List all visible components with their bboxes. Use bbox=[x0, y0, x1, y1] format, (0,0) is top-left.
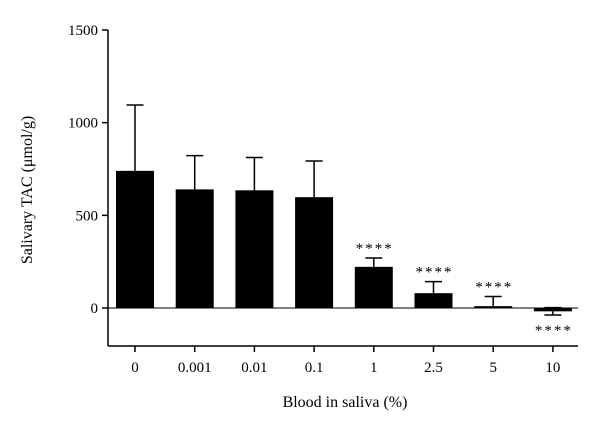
y-tick-label: 1500 bbox=[68, 23, 98, 39]
significance-label: **** bbox=[535, 323, 573, 339]
bar bbox=[116, 170, 154, 308]
x-tick-label: 0.1 bbox=[305, 360, 324, 376]
significance-label: **** bbox=[475, 280, 513, 296]
x-tick-label: 2.5 bbox=[424, 360, 443, 376]
bar bbox=[354, 266, 393, 308]
y-tick-label: 0 bbox=[91, 301, 99, 317]
bars bbox=[116, 170, 572, 312]
x-axis-title: Blood in saliva (%) bbox=[283, 394, 408, 411]
y-axis-title: Salivary TAC (μmol/g) bbox=[19, 116, 36, 264]
significance-annotations: **** **** **** **** bbox=[356, 241, 573, 339]
y-tick-label: 1000 bbox=[68, 116, 98, 132]
x-tick-label: 1 bbox=[370, 360, 378, 376]
error-bars bbox=[126, 104, 562, 316]
bar bbox=[295, 197, 334, 308]
x-tick-label: 10 bbox=[545, 360, 560, 376]
bar bbox=[414, 293, 453, 308]
y-tick-label: 500 bbox=[76, 208, 99, 224]
bar bbox=[474, 306, 513, 308]
x-tick-label: 0 bbox=[131, 360, 139, 376]
significance-label: **** bbox=[416, 265, 454, 281]
x-tick-label: 0.001 bbox=[178, 360, 212, 376]
x-tick-label: 0.01 bbox=[241, 360, 267, 376]
x-axis: 0 0.001 0.01 0.1 1 2.5 5 10 bbox=[108, 307, 578, 376]
y-axis: 0 500 1000 1500 bbox=[68, 23, 109, 346]
x-tick-label: 5 bbox=[489, 360, 497, 376]
bar bbox=[235, 190, 274, 308]
bar bbox=[175, 189, 214, 308]
significance-label: **** bbox=[356, 241, 394, 257]
